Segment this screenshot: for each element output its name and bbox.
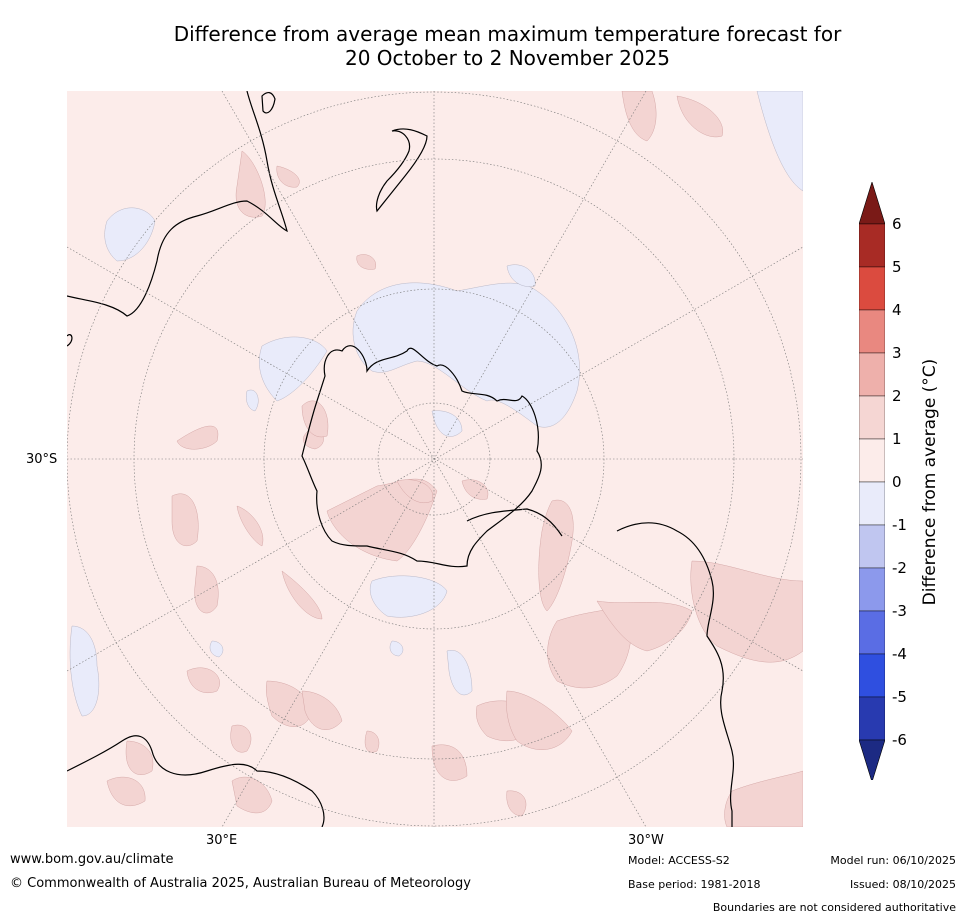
colorbar-extend-bottom: [858, 739, 886, 784]
colorbar-segment: [858, 395, 886, 440]
footer-disclaimer: Boundaries are not considered authoritat…: [712, 901, 956, 914]
latitude-label-30s: 30°S: [26, 452, 58, 467]
colorbar-segment: [858, 696, 886, 741]
coastlines: [67, 91, 735, 827]
colorbar-segments: [858, 180, 886, 784]
title-line-1: Difference from average mean maximum tem…: [173, 22, 842, 46]
longitude-label-30w: 30°W: [628, 833, 664, 848]
colorbar-tick-label: -2: [892, 559, 907, 577]
colorbar-segment: [858, 223, 886, 268]
colorbar-tick-label: 3: [892, 344, 902, 362]
longitude-label-30e: 30°E: [206, 833, 238, 848]
colorbar-segment: [858, 481, 886, 526]
colorbar-svg: [858, 180, 886, 784]
colorbar-tick-label: 4: [892, 301, 902, 319]
footer-base-period: Base period: 1981-2018: [628, 878, 761, 891]
colorbar-segment: [858, 438, 886, 483]
colorbar-extend-top: [858, 180, 886, 225]
colorbar-tick-label: -6: [892, 731, 907, 749]
colorbar-segment: [858, 309, 886, 354]
colorbar-tick-label: 2: [892, 387, 902, 405]
colorbar-tick-label: -3: [892, 602, 907, 620]
title-line-2: 20 October to 2 November 2025: [344, 46, 671, 70]
colorbar-tick-label: 0: [892, 473, 902, 491]
colorbar-tick-label: -4: [892, 645, 907, 663]
colorbar-segment: [858, 653, 886, 698]
colorbar-segment: [858, 266, 886, 311]
colorbar-tick-label: 1: [892, 430, 902, 448]
map-canvas: [67, 91, 803, 827]
colorbar-tick-label: 5: [892, 258, 902, 276]
colorbar-segment: [858, 567, 886, 612]
cool-anomaly-patches: [69, 91, 803, 717]
footer-copyright: © Commonwealth of Australia 2025, Austra…: [10, 876, 471, 891]
colorbar-segment: [858, 524, 886, 569]
colorbar-tick-label: 6: [892, 215, 902, 233]
colorbar: [858, 180, 886, 784]
footer-website: www.bom.gov.au/climate: [10, 852, 174, 867]
graticule: [67, 91, 803, 827]
colorbar-segment: [858, 352, 886, 397]
forecast-map: [67, 91, 803, 827]
colorbar-tick-label: -1: [892, 516, 907, 534]
footer-issued: Issued: 08/10/2025: [849, 878, 956, 891]
map-title: Difference from average mean maximum tem…: [100, 22, 915, 70]
colorbar-label: Difference from average (°C): [920, 358, 940, 606]
footer-model: Model: ACCESS-S2: [628, 854, 730, 867]
colorbar-segment: [858, 610, 886, 655]
colorbar-tick-label: -5: [892, 688, 907, 706]
footer-model-run: Model run: 06/10/2025: [830, 854, 956, 867]
